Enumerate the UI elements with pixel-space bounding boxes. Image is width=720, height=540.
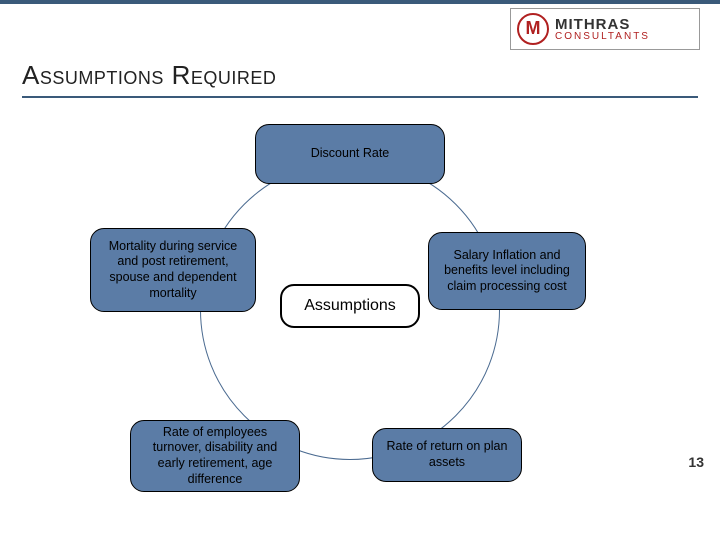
title-underline [22, 96, 698, 98]
logo-mark-icon [517, 13, 549, 45]
brand-logo: MITHRAS CONSULTANTS [510, 8, 700, 50]
node-mortality: Mortality during service and post retire… [90, 228, 256, 312]
node-salary-inflation: Salary Inflation and benefits level incl… [428, 232, 586, 310]
center-node-assumptions: Assumptions [280, 284, 420, 328]
node-turnover: Rate of employees turnover, disability a… [130, 420, 300, 492]
node-return-on-assets: Rate of return on plan assets [372, 428, 522, 482]
node-label: Salary Inflation and benefits level incl… [439, 248, 575, 295]
page-number: 13 [688, 454, 704, 470]
node-label: Rate of employees turnover, disability a… [141, 425, 289, 488]
page-title: Assumptions Required [22, 60, 276, 91]
center-label: Assumptions [304, 297, 396, 315]
node-label: Discount Rate [311, 146, 390, 162]
logo-text: MITHRAS CONSULTANTS [555, 17, 650, 42]
logo-sub: CONSULTANTS [555, 32, 650, 42]
node-label: Mortality during service and post retire… [101, 239, 245, 302]
logo-brand: MITHRAS [555, 17, 650, 32]
top-accent-bar [0, 0, 720, 4]
node-discount-rate: Discount Rate [255, 124, 445, 184]
node-label: Rate of return on plan assets [383, 439, 511, 470]
